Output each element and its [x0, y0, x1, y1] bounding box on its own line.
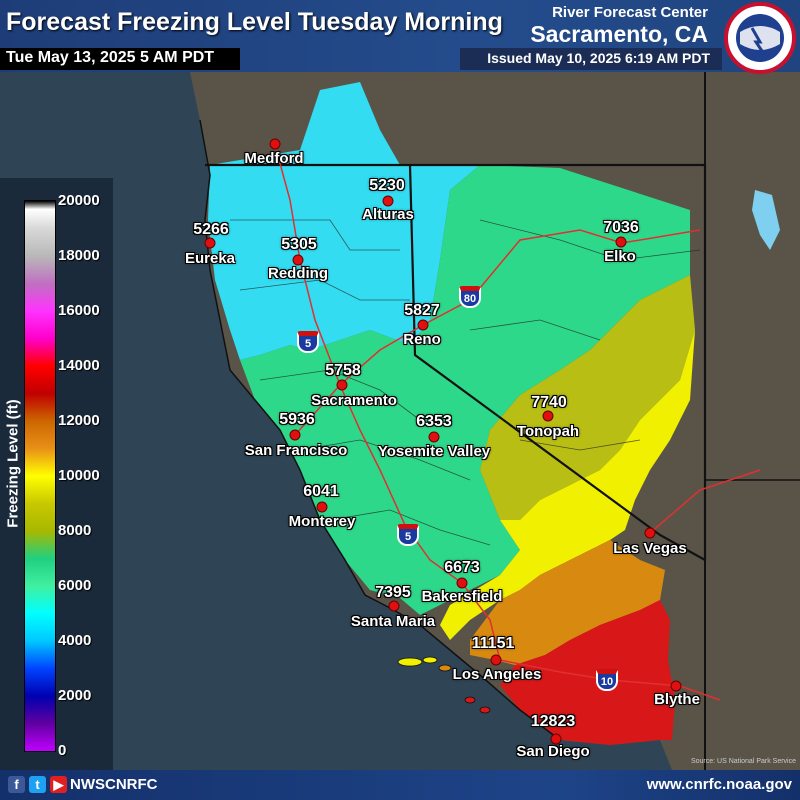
zone-red	[500, 600, 675, 745]
city-marker[interactable]	[382, 195, 394, 207]
city-name: Elko	[604, 248, 636, 265]
city-name: Bakersfield	[421, 588, 503, 605]
city-name: Blythe	[654, 691, 700, 708]
city-name: Medford	[244, 150, 304, 167]
twitter-icon[interactable]: t	[29, 776, 46, 793]
zone-green	[240, 165, 690, 615]
city-marker[interactable]	[615, 236, 627, 248]
valid-time-bar	[0, 48, 240, 70]
freezing-level-value: 5266	[193, 221, 229, 238]
valid-time: Tue May 13, 2025 5 AM PDT	[6, 49, 215, 66]
legend-tick: 4000	[58, 632, 92, 649]
freezing-level-value: 12823	[530, 713, 576, 730]
city-marker[interactable]	[388, 600, 400, 612]
issued-bar	[460, 48, 722, 70]
social-handle[interactable]: NWSCNRFC	[70, 776, 158, 793]
legend-tick: 8000	[58, 522, 92, 539]
freezing-level-value: 7036	[603, 219, 639, 236]
city-name: Sacramento	[311, 392, 397, 409]
freezing-level-value: 6353	[416, 413, 452, 430]
legend-tick: 16000	[58, 302, 100, 319]
legend-panel	[0, 178, 113, 770]
city-name: Los Angeles	[452, 666, 542, 683]
city-name: Las Vegas	[613, 540, 687, 557]
nws-logo-icon[interactable]	[724, 2, 796, 74]
issued-time: Issued May 10, 2025 6:19 AM PDT	[487, 50, 710, 66]
city-name: Eureka	[184, 250, 236, 267]
city-marker[interactable]	[456, 577, 468, 589]
legend-tick: 0	[58, 742, 67, 759]
freezing-level-value: 7740	[531, 394, 567, 411]
legend-tick: 14000	[58, 357, 100, 374]
legend-axis-label: Freezing Level (ft)	[4, 399, 22, 528]
city-marker[interactable]	[550, 733, 562, 745]
legend-tick: 10000	[58, 467, 100, 484]
zone-cyan-north	[208, 82, 480, 360]
great-salt-lake	[752, 190, 780, 250]
city-marker[interactable]	[204, 237, 216, 249]
city-marker[interactable]	[269, 138, 281, 150]
freezing-level-value: 6041	[303, 483, 339, 500]
city-name: Redding	[268, 265, 328, 282]
legend-tick: 6000	[58, 577, 92, 594]
map-title: Forecast Freezing Level Tuesday Morning	[6, 8, 503, 36]
freezing-level-value: 5758	[325, 362, 361, 379]
zone-orange	[470, 540, 665, 665]
zone-olive	[480, 275, 695, 520]
county-lines	[230, 219, 701, 546]
legend-tick: 12000	[58, 412, 100, 429]
city-marker[interactable]	[542, 410, 554, 422]
freezing-level-value: 5827	[404, 302, 440, 319]
legend-tick: 2000	[58, 687, 92, 704]
coastline	[199, 119, 561, 741]
interstate-shield-icon: 5	[297, 331, 319, 353]
state-border	[205, 163, 707, 562]
center-label: River Forecast Center	[552, 4, 708, 21]
source-credit: Source: US National Park Service	[690, 758, 796, 765]
freezing-level-value: 5230	[369, 177, 405, 194]
city-marker[interactable]	[316, 501, 328, 513]
interstate-shield-icon: 10	[596, 669, 618, 691]
freezing-level-value: 5936	[279, 411, 315, 428]
city-name: San Francisco	[244, 442, 348, 459]
channel-islands	[397, 656, 491, 714]
city-marker[interactable]	[417, 319, 429, 331]
city-name: San Diego	[516, 743, 590, 760]
city-marker[interactable]	[428, 431, 440, 443]
city-marker[interactable]	[336, 379, 348, 391]
city-name: Alturas	[362, 206, 414, 223]
city-marker[interactable]	[670, 680, 682, 692]
city-name: Reno	[403, 331, 441, 348]
footer-bar	[0, 770, 800, 800]
legend-color-bar	[24, 200, 56, 752]
city-name: Santa Maria	[350, 613, 436, 630]
city-name: Monterey	[288, 513, 356, 530]
zone-yellow	[440, 330, 695, 640]
freezing-level-value: 11151	[471, 635, 515, 652]
freezing-level-value: 5305	[281, 236, 317, 253]
legend-tick: 18000	[58, 247, 100, 264]
city-name: Yosemite Valley	[377, 443, 491, 460]
freezing-level-value: 6673	[444, 559, 480, 576]
center-office: Sacramento, CA	[530, 21, 708, 47]
city-marker[interactable]	[292, 254, 304, 266]
legend-tick: 20000	[58, 192, 100, 209]
facebook-icon[interactable]: f	[8, 776, 25, 793]
city-marker[interactable]	[644, 527, 656, 539]
city-marker[interactable]	[289, 429, 301, 441]
city-name: Tonopah	[516, 423, 580, 440]
youtube-icon[interactable]: ▶	[50, 776, 67, 793]
interstate-shield-icon: 5	[397, 524, 419, 546]
interstate-shield-icon: 80	[459, 286, 481, 308]
city-marker[interactable]	[490, 654, 502, 666]
website-link[interactable]: www.cnrfc.noaa.gov	[646, 776, 792, 793]
freezing-level-value: 7395	[375, 584, 411, 601]
